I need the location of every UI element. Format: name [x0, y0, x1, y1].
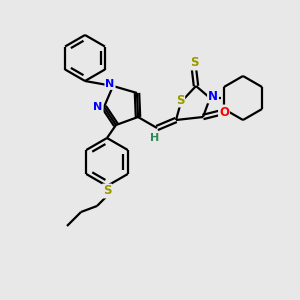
Text: S: S	[103, 184, 111, 197]
Text: N: N	[105, 79, 115, 89]
Text: S: S	[190, 56, 198, 70]
Text: N: N	[93, 102, 103, 112]
Text: N: N	[208, 89, 218, 103]
Text: S: S	[176, 94, 184, 106]
Text: O: O	[219, 106, 229, 118]
Text: H: H	[150, 133, 160, 143]
